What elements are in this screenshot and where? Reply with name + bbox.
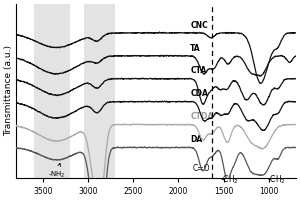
Text: CNC: CNC: [190, 21, 208, 30]
Text: DA: DA: [190, 135, 202, 144]
Text: -NH$_2$: -NH$_2$: [48, 163, 65, 180]
Y-axis label: Transmittance (a.u.): Transmittance (a.u.): [4, 45, 13, 136]
Text: CDA: CDA: [190, 89, 208, 98]
Text: -CH$_2$: -CH$_2$: [220, 174, 238, 186]
Bar: [84, 4, 115, 178]
Text: C=O: C=O: [192, 164, 210, 173]
Text: CTDA: CTDA: [190, 112, 213, 121]
Text: -CH$_2$: -CH$_2$: [267, 174, 285, 186]
Text: CTA: CTA: [190, 66, 206, 75]
Text: TA: TA: [190, 44, 201, 53]
Bar: [34, 4, 70, 178]
